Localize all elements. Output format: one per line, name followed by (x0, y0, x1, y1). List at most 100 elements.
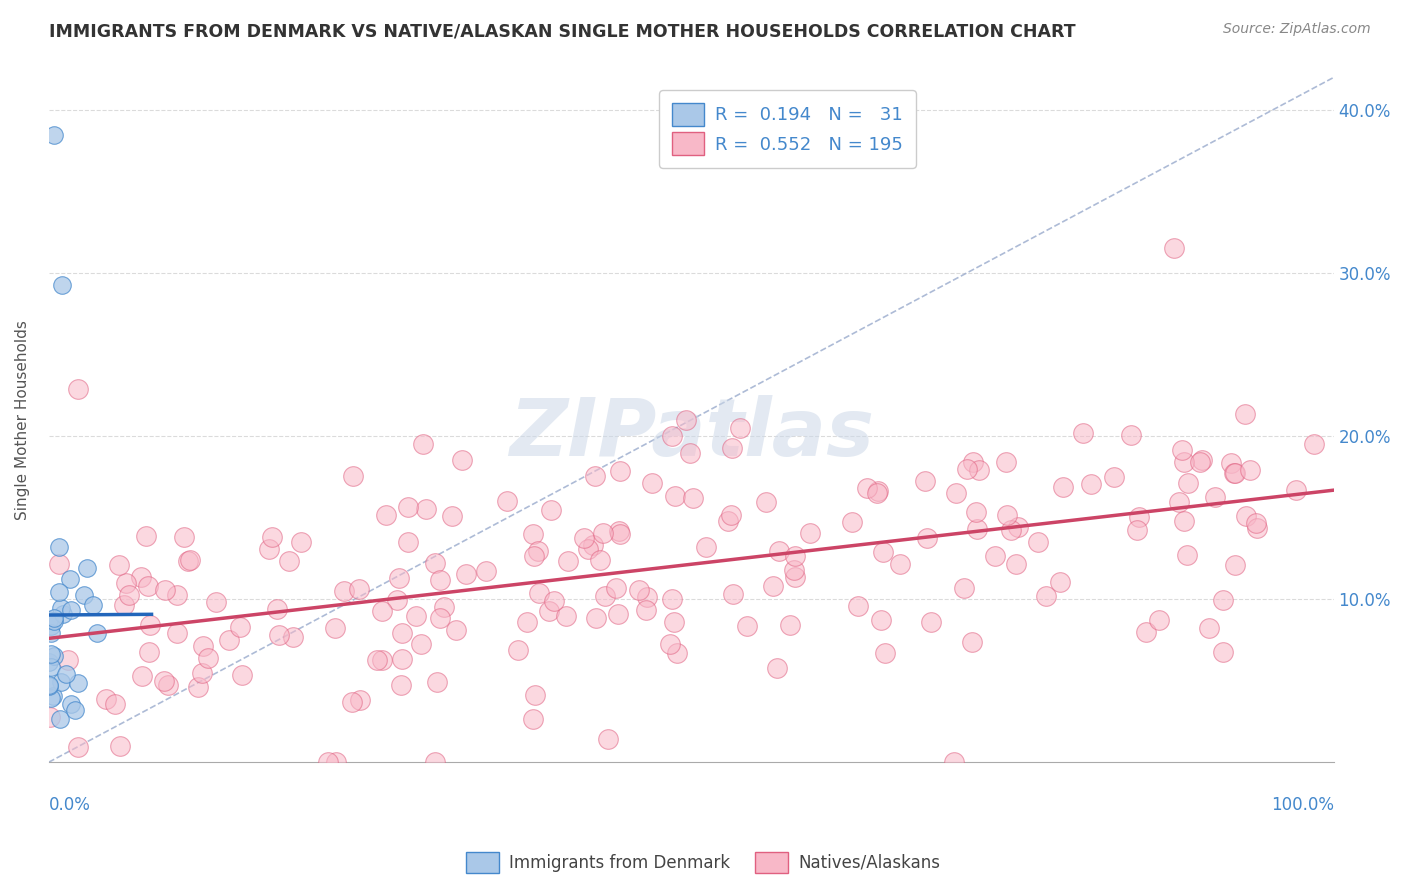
Point (39, 647, 62, 661)
Point (1147, 613, 1170, 627)
Point (129, 570, 152, 584)
Point (405, 609, 427, 624)
Text: Source: ZipAtlas.com: Source: ZipAtlas.com (1223, 22, 1371, 37)
Point (1223, 467, 1246, 481)
Point (508, 643, 530, 657)
Point (229, 619, 252, 633)
Point (197, 651, 219, 665)
Point (846, 599, 869, 613)
Point (589, 553, 612, 567)
Point (136, 579, 159, 593)
Point (524, 688, 547, 702)
Point (543, 594, 565, 608)
Point (333, 584, 356, 599)
Point (96, 692, 118, 706)
Point (717, 514, 740, 528)
Point (1246, 516, 1268, 531)
Point (872, 545, 894, 559)
Point (38, 655, 60, 669)
Point (396, 535, 419, 549)
Point (866, 484, 889, 499)
Point (38, 613, 60, 627)
Point (956, 462, 979, 476)
Point (889, 557, 911, 571)
Point (984, 549, 1007, 564)
Point (540, 503, 562, 517)
Point (86, 625, 108, 640)
Point (1212, 592, 1234, 607)
Point (267, 627, 290, 641)
Point (1219, 456, 1241, 470)
Point (325, 756, 347, 770)
Point (39, 659, 62, 673)
Point (55, 666, 77, 681)
Legend: Immigrants from Denmark, Natives/Alaskans: Immigrants from Denmark, Natives/Alaskan… (458, 846, 948, 880)
Point (554, 609, 576, 624)
Point (110, 739, 132, 753)
Point (582, 538, 605, 552)
Point (917, 531, 939, 545)
Point (1173, 515, 1195, 529)
Point (870, 613, 893, 627)
Point (1007, 520, 1029, 534)
Point (516, 615, 538, 629)
Point (1223, 467, 1246, 481)
Point (755, 495, 778, 509)
Point (762, 579, 785, 593)
Point (953, 581, 976, 595)
Point (283, 630, 305, 644)
Point (585, 611, 607, 625)
Point (661, 592, 683, 607)
Point (1171, 442, 1194, 457)
Point (56, 653, 79, 667)
Point (187, 680, 209, 694)
Point (104, 698, 127, 712)
Point (572, 531, 595, 545)
Point (920, 615, 942, 629)
Point (409, 637, 432, 651)
Point (679, 446, 702, 460)
Point (1303, 436, 1326, 450)
Point (1119, 427, 1142, 442)
Point (475, 564, 498, 578)
Point (527, 543, 550, 558)
Point (342, 468, 364, 483)
Point (166, 588, 188, 602)
Point (967, 463, 990, 477)
Point (139, 618, 162, 632)
Point (42, 648, 65, 663)
Point (173, 530, 195, 544)
Point (945, 486, 967, 500)
Point (153, 674, 176, 689)
Point (41, 619, 63, 633)
Point (662, 615, 685, 629)
Point (664, 489, 686, 503)
Point (609, 464, 631, 478)
Point (426, 675, 449, 690)
Point (342, 695, 364, 709)
Point (396, 500, 419, 515)
Point (995, 508, 1018, 522)
Point (349, 693, 371, 707)
Point (389, 678, 412, 692)
Point (598, 731, 620, 746)
Point (1073, 425, 1095, 440)
Point (1126, 523, 1149, 537)
Point (1102, 470, 1125, 484)
Point (67, 382, 90, 396)
Point (391, 651, 413, 665)
Point (1239, 463, 1261, 477)
Point (191, 666, 214, 681)
Point (593, 589, 616, 603)
Point (138, 645, 160, 659)
Point (107, 558, 129, 573)
Point (965, 505, 987, 519)
Point (60, 603, 83, 617)
Point (262, 530, 284, 544)
Point (444, 624, 467, 638)
Point (42, 128, 65, 142)
Legend: R =  0.194   N =   31, R =  0.552   N = 195: R = 0.194 N = 31, R = 0.552 N = 195 (659, 90, 915, 168)
Point (49, 675, 72, 690)
Point (995, 455, 1018, 469)
Point (1035, 589, 1057, 603)
